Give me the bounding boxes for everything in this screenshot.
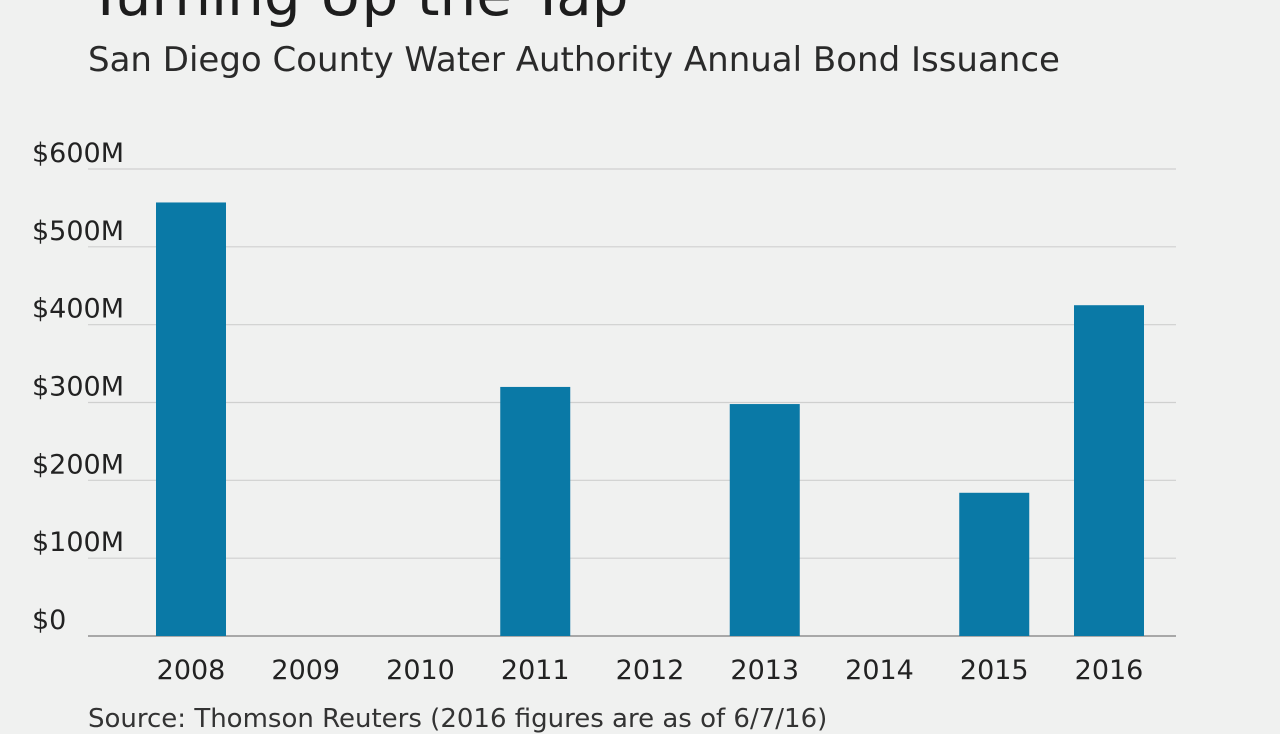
y-tick-label: $300M [32,372,124,403]
x-tick-label: 2010 [386,655,455,686]
x-tick-label: 2013 [730,655,799,686]
bar-2008 [156,202,226,637]
y-tick-label: $500M [32,216,124,247]
source-note: Source: Thomson Reuters (2016 figures ar… [88,704,828,734]
y-tick-label: $200M [32,449,124,480]
bar-2016 [1074,305,1144,636]
chart-subtitle: San Diego County Water Authority Annual … [88,40,1060,80]
bar-2015 [959,492,1030,636]
x-tick-label: 2015 [960,655,1029,686]
y-tick-label: $100M [32,527,124,558]
x-tick-label: 2012 [616,655,685,686]
gridlines [88,168,1176,637]
x-tick-label: 2009 [271,655,340,686]
bars [156,202,1144,637]
chart-title: Turning Up the Tap [88,0,629,24]
x-tick-label: 2016 [1075,655,1144,686]
bar-2013 [729,404,800,636]
x-tick-label: 2011 [501,655,570,686]
x-tick-label: 2014 [845,655,914,686]
y-tick-label: $400M [32,294,124,325]
x-tick-label: 2008 [157,655,226,686]
y-tick-label: $0 [32,605,66,636]
y-tick-label: $600M [32,138,124,169]
bar-2011 [500,386,571,636]
y-axis-tick-labels: $0 $100M $200M $300M $400M $500M $600M [32,138,124,636]
x-axis-tick-labels: 2008 2009 2010 2011 2012 2013 2014 2015 2016 [157,655,1144,686]
